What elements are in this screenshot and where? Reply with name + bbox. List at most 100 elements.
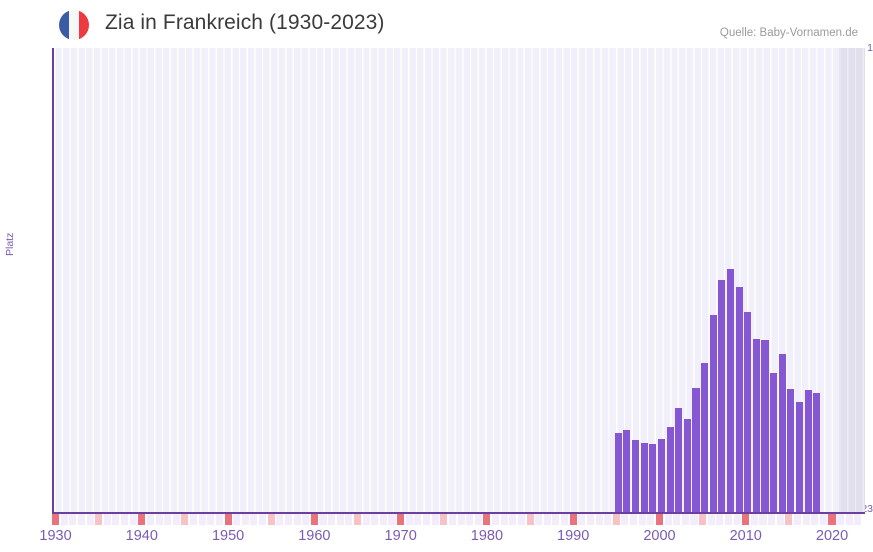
x-tick-1994: [604, 514, 612, 525]
x-axis-labels: 1930 1940 1950 1960 1970 1980 1990 2000 2010 2020: [39, 528, 863, 550]
x-tick-1969: [388, 514, 396, 525]
bar-2004[interactable]: [692, 388, 700, 512]
x-tick-1957: [284, 514, 292, 525]
x-axis-label-1960: 1960: [298, 528, 331, 544]
bar-2003[interactable]: [683, 418, 691, 512]
bar-2010[interactable]: [744, 312, 752, 512]
bar-2007[interactable]: [718, 280, 726, 512]
bar-2008[interactable]: [726, 268, 735, 512]
bar-1995[interactable]: [614, 432, 622, 512]
x-tick-2007: [716, 514, 724, 525]
x-tick-1981: [492, 514, 500, 525]
x-tick-2018: [811, 514, 819, 525]
x-tick-1943: [164, 514, 172, 525]
x-tick-1959: [302, 514, 310, 525]
x-tick-2023: [854, 514, 862, 525]
x-tick-1950: [224, 514, 232, 525]
x-tick-2013: [768, 514, 776, 525]
x-tick-1960: [310, 514, 318, 525]
x-tick-2000: [655, 514, 663, 525]
source-attribution: Quelle: Baby-Vornamen.de: [719, 27, 858, 39]
x-tick-1983: [509, 514, 517, 525]
x-tick-1991: [578, 514, 586, 525]
bar-2000[interactable]: [657, 438, 665, 512]
bar-1996[interactable]: [623, 429, 631, 512]
bar-2014[interactable]: [778, 354, 786, 512]
bar-2015[interactable]: [787, 389, 795, 512]
x-tick-1980: [483, 514, 491, 525]
x-tick-1933: [77, 514, 85, 525]
x-tick-1989: [561, 514, 569, 525]
x-tick-1971: [405, 514, 413, 525]
bar-2012[interactable]: [761, 340, 769, 512]
bar-2016[interactable]: [795, 401, 804, 512]
x-tick-1987: [543, 514, 551, 525]
x-tick-2015: [785, 514, 793, 525]
x-axis-ticks: [52, 514, 863, 526]
x-tick-1961: [319, 514, 327, 525]
bar-1998[interactable]: [640, 442, 648, 512]
x-tick-1977: [457, 514, 465, 525]
x-tick-1970: [397, 514, 405, 525]
bar-2018[interactable]: [813, 393, 821, 512]
y-axis-title: Platz: [4, 232, 16, 256]
x-tick-1975: [440, 514, 448, 525]
x-tick-1996: [621, 514, 629, 525]
x-tick-1963: [336, 514, 344, 525]
x-tick-1944: [172, 514, 180, 525]
x-tick-1968: [379, 514, 387, 525]
x-tick-1934: [86, 514, 94, 525]
x-tick-2017: [802, 514, 810, 525]
x-tick-1998: [638, 514, 646, 525]
x-axis-label-1930: 1930: [39, 528, 72, 544]
x-tick-1997: [630, 514, 638, 525]
bar-2002[interactable]: [675, 408, 683, 512]
bar-2005[interactable]: [701, 363, 709, 512]
x-axis-label-1990: 1990: [557, 528, 590, 544]
plot-area: [52, 48, 865, 514]
flag-band-red: [78, 10, 89, 40]
x-tick-1990: [569, 514, 577, 525]
france-flag-icon: [59, 10, 89, 40]
y-axis-tick-top: 1: [867, 42, 873, 54]
x-tick-2006: [707, 514, 715, 525]
x-tick-1979: [474, 514, 482, 525]
bar-2011[interactable]: [752, 339, 760, 512]
bar-2006[interactable]: [709, 315, 717, 512]
bar-2013[interactable]: [770, 372, 778, 512]
x-tick-1949: [215, 514, 223, 525]
x-tick-2019: [819, 514, 827, 525]
x-axis-label-1950: 1950: [211, 528, 245, 544]
x-tick-1966: [362, 514, 370, 525]
x-tick-1967: [371, 514, 379, 525]
x-tick-1937: [112, 514, 120, 525]
x-tick-2016: [793, 514, 802, 525]
x-tick-1932: [69, 514, 77, 525]
x-tick-1930: [52, 514, 60, 525]
x-tick-1972: [414, 514, 422, 525]
bar-2009[interactable]: [735, 287, 743, 512]
x-tick-1993: [595, 514, 603, 525]
x-tick-2001: [664, 514, 672, 525]
x-tick-1938: [121, 514, 129, 525]
x-tick-1946: [190, 514, 198, 525]
flag-band-white: [68, 10, 79, 40]
x-tick-1955: [267, 514, 275, 525]
x-tick-2002: [673, 514, 681, 525]
bar-1999[interactable]: [649, 443, 657, 512]
x-tick-2021: [837, 514, 845, 525]
x-tick-1941: [146, 514, 154, 525]
x-tick-1982: [500, 514, 508, 525]
x-tick-2008: [724, 514, 733, 525]
bar-1997[interactable]: [632, 439, 640, 512]
x-tick-2003: [681, 514, 689, 525]
x-tick-2005: [699, 514, 707, 525]
bar-2001[interactable]: [666, 426, 674, 512]
x-tick-1942: [155, 514, 163, 525]
x-axis-label-2010: 2010: [729, 528, 762, 544]
chart-title: Zia in Frankreich (1930-2023): [105, 11, 385, 34]
x-tick-2022: [845, 514, 853, 525]
x-axis-label-1940: 1940: [125, 528, 158, 544]
bar-2017[interactable]: [804, 390, 812, 512]
x-tick-1965: [353, 514, 362, 525]
